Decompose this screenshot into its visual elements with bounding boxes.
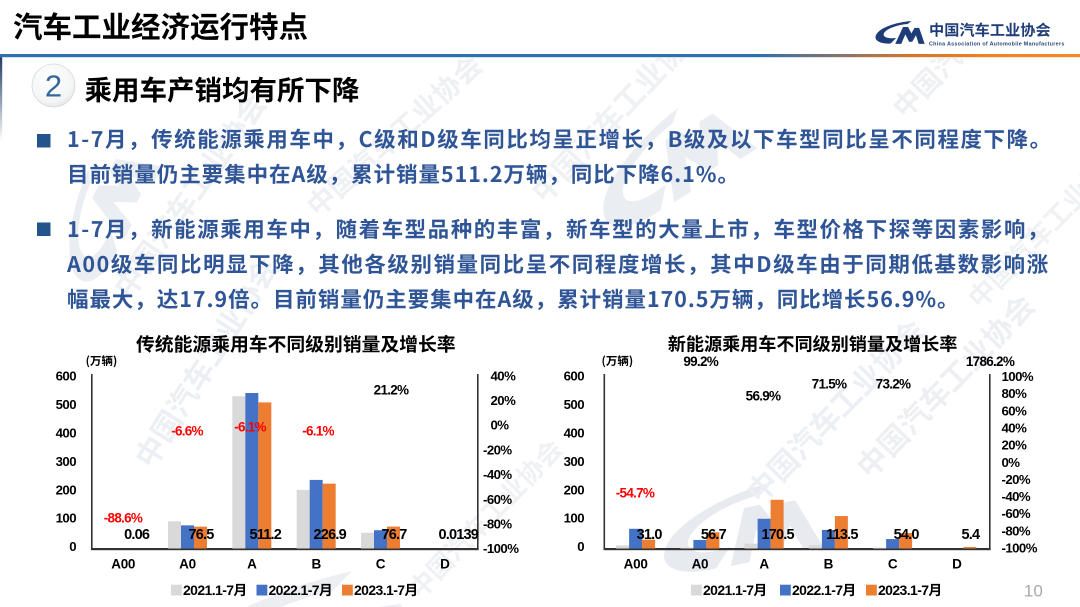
svg-text:20%: 20% bbox=[1002, 438, 1028, 453]
svg-text:10: 10 bbox=[1024, 582, 1043, 601]
svg-text:-40%: -40% bbox=[1002, 489, 1031, 504]
svg-text:226.9: 226.9 bbox=[314, 527, 347, 543]
svg-text:-100%: -100% bbox=[1002, 541, 1038, 556]
svg-text:500: 500 bbox=[56, 397, 77, 412]
svg-text:C: C bbox=[376, 557, 386, 572]
svg-text:D: D bbox=[952, 557, 962, 572]
svg-text:99.2%: 99.2% bbox=[683, 354, 718, 369]
svg-text:B: B bbox=[311, 557, 321, 572]
svg-text:-20%: -20% bbox=[483, 442, 512, 457]
svg-text:0%: 0% bbox=[1002, 455, 1021, 470]
svg-text:31.0: 31.0 bbox=[637, 527, 663, 543]
svg-text:-54.7%: -54.7% bbox=[616, 486, 655, 501]
svg-text:-40%: -40% bbox=[483, 467, 512, 482]
svg-text:600: 600 bbox=[56, 368, 77, 383]
svg-text:-6.6%: -6.6% bbox=[171, 424, 203, 439]
svg-text:300: 300 bbox=[564, 454, 585, 469]
svg-text:511.2: 511.2 bbox=[250, 527, 282, 543]
svg-text:60%: 60% bbox=[1002, 403, 1028, 418]
svg-text:2021.1-7: 2021.1-7 bbox=[183, 582, 234, 598]
svg-text:600: 600 bbox=[564, 368, 585, 383]
svg-text:40%: 40% bbox=[1002, 420, 1028, 435]
svg-text:-88.6%: -88.6% bbox=[104, 510, 143, 525]
svg-text:2022.1-7: 2022.1-7 bbox=[792, 582, 843, 598]
svg-text:73.2%: 73.2% bbox=[876, 377, 911, 392]
svg-text:-60%: -60% bbox=[483, 492, 512, 507]
svg-text:2023.1-7: 2023.1-7 bbox=[354, 582, 405, 598]
svg-text:0.0139: 0.0139 bbox=[439, 527, 479, 543]
svg-text:C: C bbox=[888, 557, 898, 572]
svg-text:2023.1-7: 2023.1-7 bbox=[878, 582, 929, 598]
svg-text:0: 0 bbox=[577, 539, 584, 554]
svg-text:-100%: -100% bbox=[483, 541, 519, 556]
svg-text:0%: 0% bbox=[491, 418, 510, 433]
svg-text:400: 400 bbox=[56, 425, 77, 440]
svg-text:113.5: 113.5 bbox=[826, 527, 858, 543]
svg-text:80%: 80% bbox=[1002, 386, 1028, 401]
svg-text:500: 500 bbox=[564, 397, 585, 412]
svg-text:-6.1%: -6.1% bbox=[234, 420, 266, 435]
svg-text:-6.1%: -6.1% bbox=[302, 424, 334, 439]
svg-text:0: 0 bbox=[69, 539, 76, 554]
svg-text:56.7: 56.7 bbox=[701, 527, 727, 543]
svg-text:5.4: 5.4 bbox=[962, 527, 980, 543]
svg-text:54.0: 54.0 bbox=[894, 527, 920, 543]
svg-text:100: 100 bbox=[56, 511, 77, 526]
svg-text:A00: A00 bbox=[624, 557, 648, 572]
svg-text:300: 300 bbox=[56, 454, 77, 469]
svg-text:400: 400 bbox=[564, 425, 585, 440]
svg-text:1786.2%: 1786.2% bbox=[966, 354, 1015, 369]
svg-text:100: 100 bbox=[564, 511, 585, 526]
svg-text:21.2%: 21.2% bbox=[374, 383, 409, 398]
svg-text:76.7: 76.7 bbox=[381, 527, 407, 543]
svg-text:D: D bbox=[440, 557, 450, 572]
svg-text:China Association of Automobil: China Association of Automobile Manufact… bbox=[929, 42, 1065, 48]
svg-text:A0: A0 bbox=[692, 557, 709, 572]
svg-text:A: A bbox=[247, 557, 257, 572]
svg-text:A00: A00 bbox=[111, 557, 135, 572]
svg-text:170.5: 170.5 bbox=[761, 527, 794, 543]
svg-text:-80%: -80% bbox=[483, 517, 512, 532]
svg-text:0.06: 0.06 bbox=[124, 527, 150, 543]
svg-text:200: 200 bbox=[564, 482, 585, 497]
svg-text:A0: A0 bbox=[179, 557, 196, 572]
svg-text:71.5%: 71.5% bbox=[812, 377, 847, 392]
svg-text:-60%: -60% bbox=[1002, 506, 1031, 521]
svg-text:-80%: -80% bbox=[1002, 523, 1031, 538]
svg-text:200: 200 bbox=[56, 482, 77, 497]
svg-text:40%: 40% bbox=[491, 368, 517, 383]
svg-text:-20%: -20% bbox=[1002, 472, 1031, 487]
svg-text:2022.1-7: 2022.1-7 bbox=[269, 582, 320, 598]
svg-text:A: A bbox=[759, 557, 769, 572]
svg-text:B: B bbox=[824, 557, 834, 572]
svg-text:56.9%: 56.9% bbox=[746, 389, 781, 404]
svg-text:2021.1-7: 2021.1-7 bbox=[703, 582, 754, 598]
svg-text:100%: 100% bbox=[1002, 369, 1034, 384]
svg-text:2: 2 bbox=[45, 69, 62, 104]
svg-text:20%: 20% bbox=[491, 393, 517, 408]
svg-text:76.5: 76.5 bbox=[188, 527, 214, 543]
